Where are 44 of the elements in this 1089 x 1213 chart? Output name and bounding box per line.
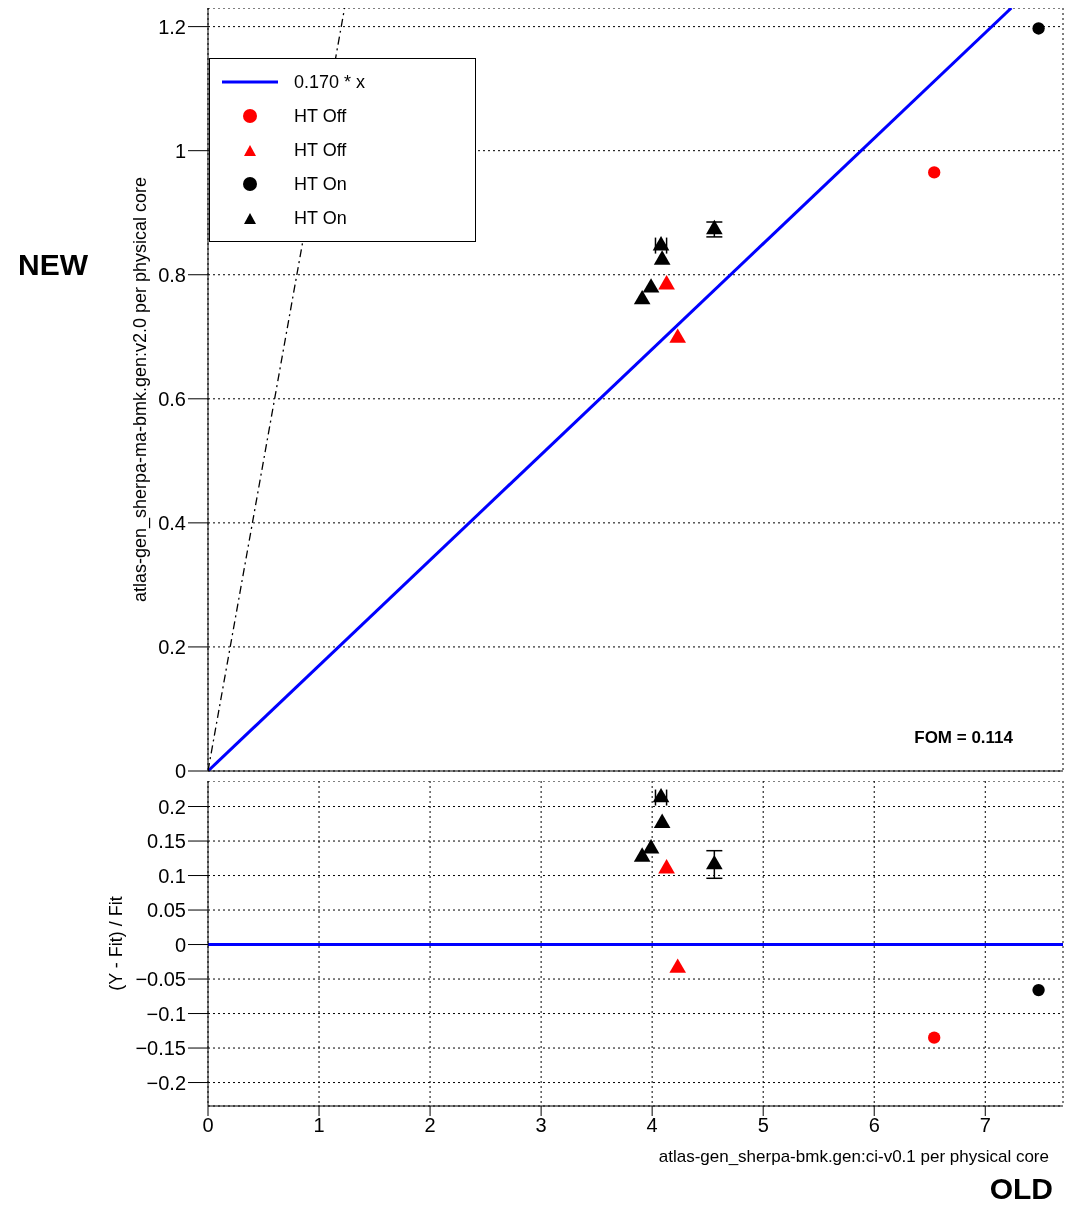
y-tick-label: 0.2 — [158, 795, 186, 818]
legend-label: HT On — [294, 173, 347, 195]
x-tick-label: 0 — [202, 1114, 214, 1137]
y-tick-label: 0.05 — [147, 899, 186, 922]
y-axis-title: atlas-gen_sherpa-ma-bmk.gen:v2.0 per physical core — [130, 176, 152, 603]
y-tick-label: 0.4 — [158, 511, 186, 534]
y-tick-label: 0 — [174, 933, 186, 956]
x-tick-label: 5 — [757, 1114, 769, 1137]
x-tick-label: 3 — [535, 1114, 547, 1137]
y-tick-label: 1.2 — [158, 15, 186, 38]
x-tick-label: 6 — [868, 1114, 880, 1137]
y-tick-label: −0.1 — [146, 1002, 186, 1025]
y-tick-label: 1 — [174, 139, 186, 162]
y-tick-label: 0.15 — [147, 830, 186, 853]
x-tick-label: 1 — [313, 1114, 325, 1137]
legend-label: 0.170 * x — [294, 71, 366, 93]
legend-label: HT On — [294, 207, 347, 229]
y-tick-label: −0.2 — [146, 1071, 186, 1094]
point — [633, 847, 651, 862]
point — [928, 1031, 941, 1044]
x-tick-label: 2 — [424, 1114, 436, 1137]
y-tick-label: 0.8 — [158, 263, 186, 286]
y-tick-label: −0.05 — [135, 968, 186, 991]
annotation: FOM = 0.114 — [914, 728, 1013, 748]
point — [669, 958, 687, 973]
y-tick-label: −0.15 — [135, 1037, 186, 1060]
y-tick-label: 0 — [174, 760, 186, 783]
legend-label: HT Off — [294, 105, 347, 127]
text: NEW — [18, 248, 88, 282]
point — [642, 839, 660, 854]
point — [1032, 983, 1045, 997]
x-tick-label: 7 — [979, 1114, 991, 1137]
point — [652, 787, 670, 803]
point — [658, 859, 675, 874]
y-tick-label: 0.1 — [158, 864, 186, 887]
legend-label: HT Off — [294, 139, 347, 161]
y-tick-label: 0.6 — [158, 387, 186, 410]
x-axis-title: atlas-gen_sherpa-bmk.gen:ci-v0.1 per physical core — [658, 1147, 1049, 1166]
point — [653, 813, 671, 828]
point — [706, 854, 723, 870]
y-tick-label: 0.2 — [158, 636, 186, 659]
x-tick-label: 4 — [646, 1114, 658, 1137]
y-axis-title: (Y - Fit) / Fit — [106, 896, 127, 991]
text: OLD — [989, 1172, 1053, 1206]
